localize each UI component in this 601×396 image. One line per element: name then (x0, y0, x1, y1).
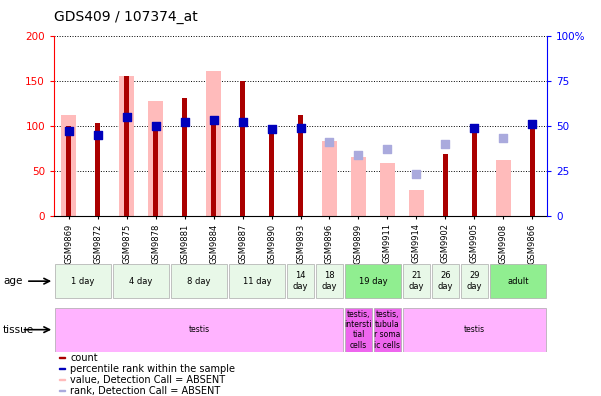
Text: 26
day: 26 day (438, 272, 453, 291)
Text: 8 day: 8 day (188, 277, 211, 286)
Bar (344, 308, 373, 352)
Bar (380, 163, 395, 216)
Text: adult: adult (507, 277, 529, 286)
Bar (120, 76, 134, 216)
Text: 21
day: 21 day (409, 272, 424, 291)
Bar (124, 76, 129, 216)
Bar (66, 126, 71, 216)
Point (528, 121, 537, 127)
Point (353, 151, 363, 158)
Bar (496, 160, 511, 216)
Bar (351, 157, 366, 216)
Bar (316, 264, 343, 298)
Point (296, 124, 305, 131)
Point (469, 124, 479, 131)
Bar (61, 115, 76, 216)
Point (151, 122, 160, 129)
Text: 29
day: 29 day (467, 272, 482, 291)
Bar (211, 121, 216, 216)
Bar (55, 308, 343, 352)
Bar (55, 264, 112, 298)
Bar (403, 264, 430, 298)
Point (383, 146, 392, 152)
Bar (489, 264, 546, 298)
Bar (374, 308, 401, 352)
Bar (95, 123, 100, 216)
Text: testis: testis (189, 325, 210, 334)
Text: count: count (70, 353, 98, 363)
Point (122, 114, 132, 120)
Bar (228, 264, 285, 298)
Text: value, Detection Call = ABSENT: value, Detection Call = ABSENT (70, 375, 225, 385)
Point (93, 131, 102, 138)
Bar (112, 264, 169, 298)
Text: 11 day: 11 day (243, 277, 271, 286)
Text: age: age (3, 276, 22, 286)
Bar (153, 124, 158, 216)
Bar (59, 390, 66, 391)
Point (238, 119, 248, 125)
Point (325, 139, 334, 145)
Bar (59, 379, 66, 380)
Text: percentile rank within the sample: percentile rank within the sample (70, 364, 235, 374)
Text: testis,
tubula
r soma
ic cells: testis, tubula r soma ic cells (374, 310, 401, 350)
Bar (432, 264, 459, 298)
Text: testis,
intersti
tial
cells: testis, intersti tial cells (345, 310, 372, 350)
Point (412, 171, 421, 177)
Point (499, 135, 508, 141)
Point (180, 119, 189, 125)
Point (209, 117, 218, 124)
Point (267, 126, 276, 133)
Bar (460, 264, 489, 298)
Bar (298, 115, 303, 216)
Bar (322, 141, 337, 216)
Bar (240, 81, 245, 216)
Text: 19 day: 19 day (359, 277, 387, 286)
Bar (403, 308, 546, 352)
Bar (59, 368, 66, 369)
Bar (148, 101, 163, 216)
Point (64, 128, 73, 134)
Text: tissue: tissue (3, 325, 34, 335)
Bar (409, 190, 424, 216)
Text: testis: testis (464, 325, 485, 334)
Bar (269, 128, 274, 216)
Bar (287, 264, 314, 298)
Point (441, 141, 450, 147)
Text: GDS409 / 107374_at: GDS409 / 107374_at (54, 10, 198, 24)
Text: 4 day: 4 day (129, 277, 153, 286)
Bar (171, 264, 227, 298)
Bar (472, 128, 477, 216)
Text: 18
day: 18 day (322, 272, 337, 291)
Text: 1 day: 1 day (72, 277, 95, 286)
Text: rank, Detection Call = ABSENT: rank, Detection Call = ABSENT (70, 386, 221, 396)
Bar (530, 124, 535, 216)
Bar (206, 71, 221, 216)
Text: 14
day: 14 day (293, 272, 308, 291)
Bar (443, 154, 448, 216)
Bar (182, 98, 187, 216)
Bar (344, 264, 401, 298)
